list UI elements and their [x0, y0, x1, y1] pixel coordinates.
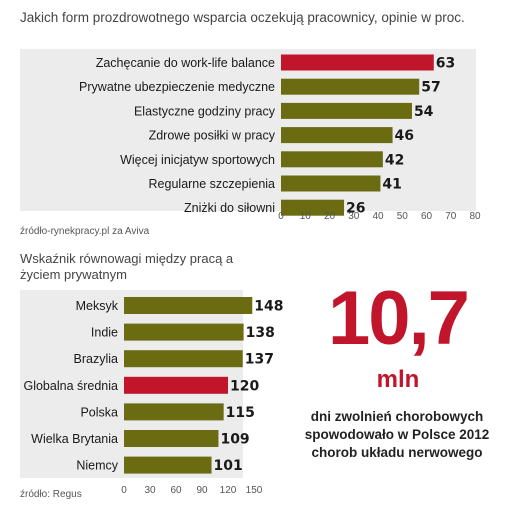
- chart1-category-label: Więcej inicjatyw sportowych: [120, 153, 275, 167]
- chart1-bar: [281, 127, 393, 144]
- chart1-tick-label: 60: [421, 211, 433, 222]
- chart2-source: źródło: Regus: [20, 489, 82, 500]
- chart1-panel: [20, 49, 476, 211]
- chart1-bar: [281, 175, 381, 192]
- chart2-category-label: Niemcy: [76, 459, 118, 473]
- chart2-category-label: Meksyk: [76, 299, 119, 313]
- chart2-tick-label: 90: [196, 485, 208, 496]
- chart1-source: źródło-rynekpracy.pl za Aviva: [20, 226, 150, 237]
- chart1-bar: [281, 78, 420, 95]
- chart2-bar: [124, 376, 228, 394]
- highlight-number: 10,7: [328, 276, 470, 361]
- chart1-bar: [281, 102, 412, 119]
- highlight-description: dni zwolnień chorobowych spowodowało w P…: [304, 409, 490, 460]
- chart2-value-label: 138: [246, 325, 275, 341]
- chart1-value-label: 42: [385, 152, 404, 168]
- chart1-tick-label: 80: [469, 211, 481, 222]
- chart1-tick-label: 40: [372, 211, 384, 222]
- chart2-tick-label: 150: [246, 485, 263, 496]
- chart2-title: Wskaźnik równowagi między pracą a życiem…: [20, 251, 234, 282]
- chart2-bar: [124, 403, 224, 421]
- chart1-category-label: Zdrowe posiłki w pracy: [149, 129, 276, 143]
- chart2-category-label: Brazylia: [74, 352, 119, 366]
- chart1-value-label: 63: [436, 56, 455, 72]
- chart2-value-label: 101: [214, 458, 243, 474]
- chart2-category-label: Globalna średnia: [23, 379, 118, 393]
- chart1-tick-label: 30: [348, 211, 360, 222]
- chart1-tick-label: 0: [278, 211, 284, 222]
- chart1-value-label: 46: [395, 128, 414, 144]
- chart1-category-label: Regularne szczepienia: [149, 177, 276, 191]
- chart1-value-label: 57: [421, 80, 440, 96]
- chart2-category-label: Polska: [80, 405, 118, 419]
- chart2-tick-label: 0: [121, 485, 127, 496]
- chart2-bar: [124, 323, 244, 341]
- chart1-tick-label: 50: [397, 211, 409, 222]
- chart2-value-label: 148: [254, 299, 283, 315]
- chart2-bar: [124, 297, 253, 314]
- chart1-tick-label: 20: [324, 211, 336, 222]
- chart1-bar: [281, 54, 434, 71]
- chart1-value-label: 26: [346, 201, 365, 217]
- chart1-category-label: Prywatne ubezpieczenie medyczne: [79, 80, 275, 94]
- chart1-tick-label: 10: [300, 211, 312, 222]
- highlight-unit: mln: [376, 366, 420, 393]
- chart2-bar: [124, 430, 219, 447]
- chart1-category-label: Elastyczne godziny pracy: [134, 104, 276, 118]
- chart2-value-label: 120: [230, 378, 259, 394]
- chart2-tick-label: 30: [144, 485, 156, 496]
- chart1-bar: [281, 151, 383, 168]
- chart1-category-label: Zachęcanie do work-life balance: [96, 56, 275, 70]
- chart1-value-label: 54: [414, 104, 434, 120]
- chart2-value-label: 109: [220, 432, 249, 448]
- chart2-bar: [124, 350, 243, 368]
- chart2-value-label: 115: [226, 405, 255, 421]
- chart2-tick-label: 120: [220, 485, 237, 496]
- chart1-bar: [281, 199, 345, 216]
- chart2-category-label: Wielka Brytania: [31, 432, 118, 446]
- chart2-category-label: Indie: [91, 326, 118, 340]
- chart2-tick-label: 60: [170, 485, 182, 496]
- chart2-value-label: 137: [245, 352, 274, 368]
- chart1-title: Jakich form prozdrowotnego wsparcia ocze…: [20, 10, 465, 25]
- chart1-value-label: 41: [382, 177, 401, 193]
- chart2-bar: [124, 456, 212, 474]
- chart1-tick-label: 70: [445, 211, 457, 222]
- chart1-category-label: Zniżki do siłowni: [184, 201, 275, 215]
